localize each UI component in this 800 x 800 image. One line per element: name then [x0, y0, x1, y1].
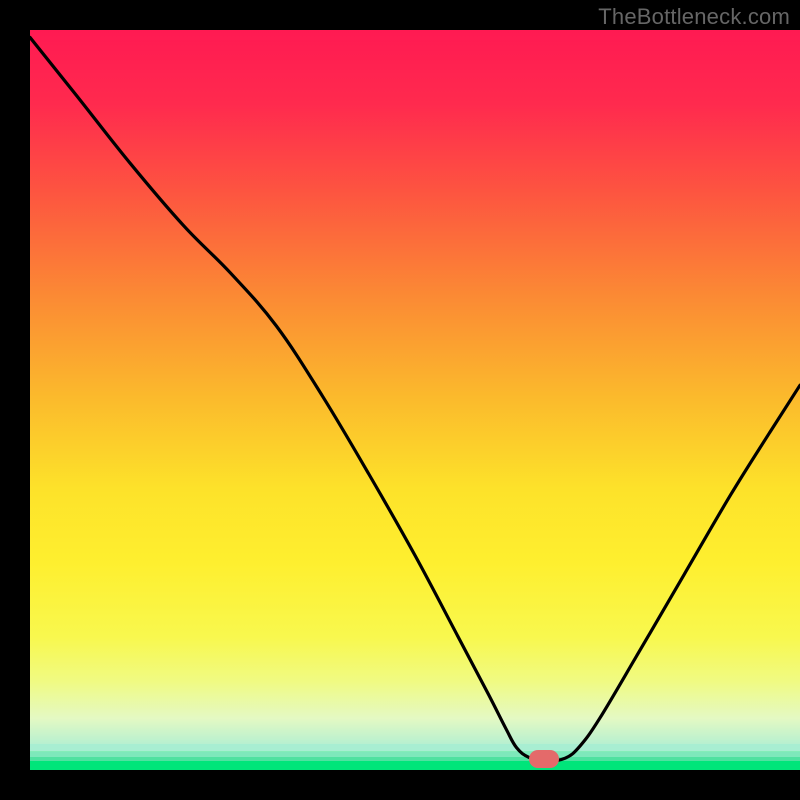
curve-minimum-marker: [529, 750, 559, 768]
plot-area: [30, 30, 800, 770]
bottleneck-curve: [30, 30, 800, 770]
watermark-text: TheBottleneck.com: [598, 4, 790, 30]
chart-stage: TheBottleneck.com: [0, 0, 800, 800]
